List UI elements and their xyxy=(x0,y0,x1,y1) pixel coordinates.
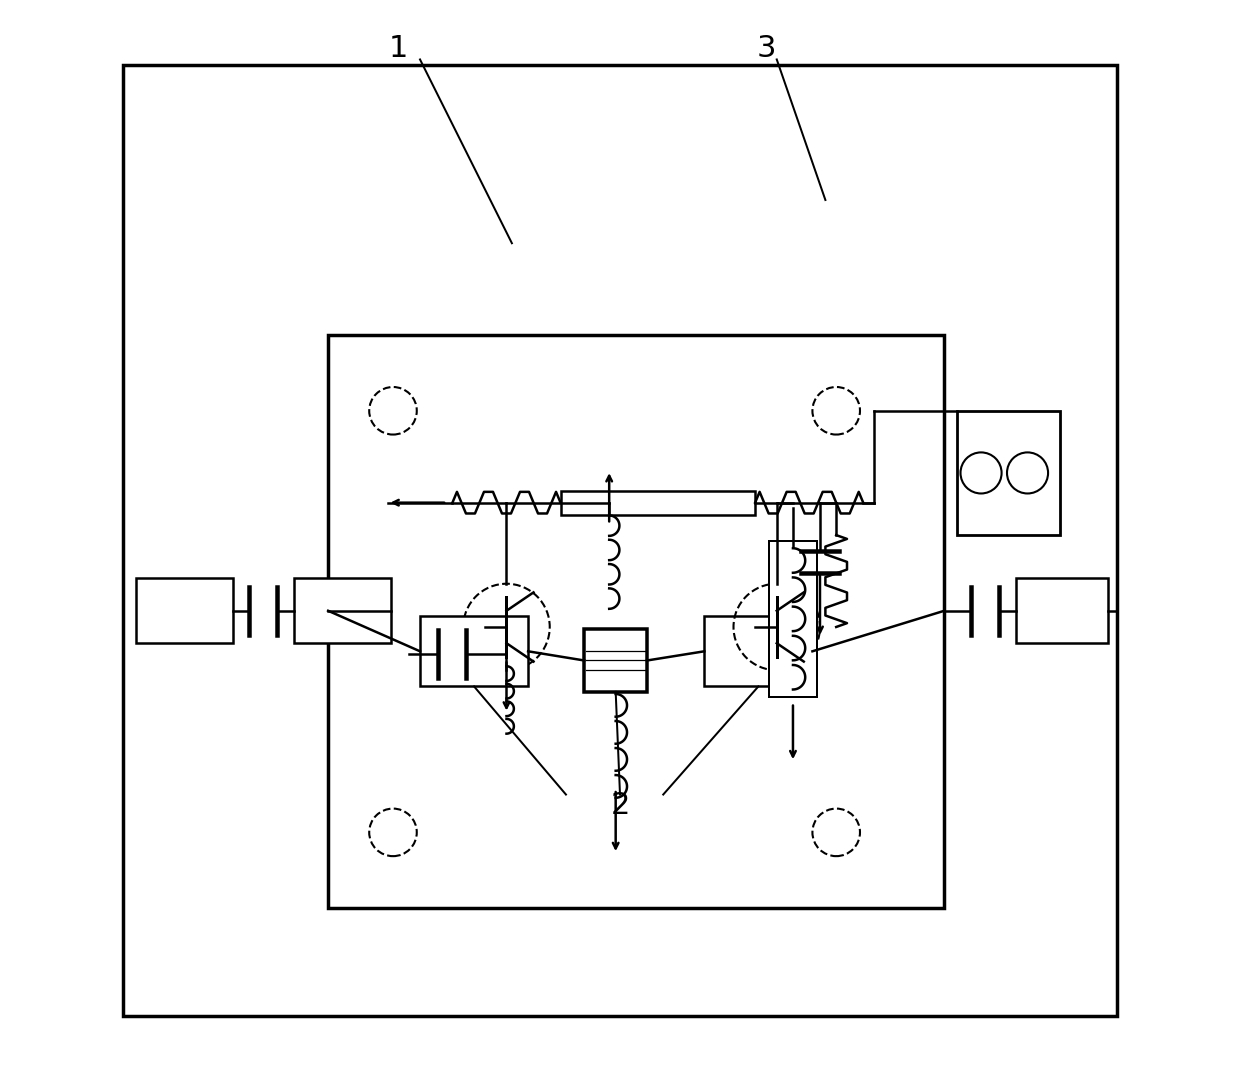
Bar xyxy=(704,616,812,686)
Text: 2: 2 xyxy=(610,791,630,819)
Bar xyxy=(420,616,528,686)
Bar xyxy=(584,629,647,692)
Bar xyxy=(329,335,945,908)
Bar xyxy=(560,491,755,515)
Bar xyxy=(294,578,391,643)
Bar xyxy=(135,578,233,643)
Text: 1: 1 xyxy=(388,35,408,63)
Bar xyxy=(1016,578,1107,643)
Bar xyxy=(769,540,817,697)
Bar xyxy=(123,65,1117,1016)
Bar xyxy=(957,411,1060,535)
Text: 3: 3 xyxy=(756,35,776,63)
